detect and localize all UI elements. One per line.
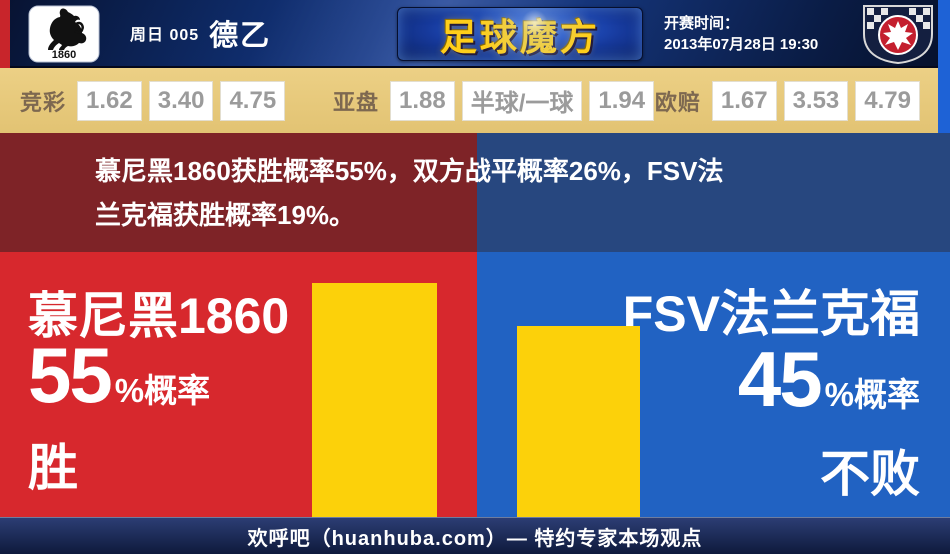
brand-name: 足球魔方 [440, 17, 600, 58]
footer-text: 欢呼吧（huanhuba.com）— 特约专家本场观点 [247, 527, 703, 550]
kickoff-time: 开赛时间： 2013年07月28日 19:30 [664, 13, 818, 55]
away-percent-value: 45 [737, 335, 823, 423]
summary-line-1: 慕尼黑1860获胜概率55%，双方战平概率26%，FSV法 [95, 156, 724, 186]
yapan-handicap: 半球/一球 [461, 80, 583, 121]
kickoff-label: 开赛时间： [664, 15, 740, 32]
lion-crest-icon: 1860 [28, 5, 100, 63]
home-percent-value: 55 [28, 331, 113, 419]
home-percent-suffix: %概率 [114, 372, 211, 409]
probability-panels: 慕尼黑1860 55 %概率 胜 FSV法兰克福 45 %概率 不败 [0, 252, 950, 517]
odds-strip: 竞彩 1.62 3.40 4.75 亚盘 1.88 半球/一球 1.94 欧赔 … [0, 68, 950, 133]
jingcai-odds-group: 竞彩 1.62 3.40 4.75 [20, 68, 286, 133]
kickoff-datetime: 2013年07月28日 19:30 [664, 36, 819, 53]
jingcai-away-odds: 4.75 [220, 80, 286, 121]
away-team-name: FSV法兰克福 [622, 286, 920, 342]
league-name: 德乙 [209, 20, 272, 52]
yapan-home-odds: 1.88 [390, 80, 455, 121]
yapan-odds-group: 亚盘 1.88 半球/一球 1.94 [333, 68, 655, 133]
oupei-label: 欧赔 [654, 89, 701, 115]
match-header: 周日 005 德乙 足球魔方 开赛时间： 2013年07月28日 19:30 [0, 0, 950, 68]
oupei-odds-group: 欧赔 1.67 3.53 4.79 [655, 68, 920, 133]
away-probability-panel: FSV法兰克福 45 %概率 不败 [477, 252, 950, 517]
match-day-number: 周日 005 [130, 27, 200, 44]
yapan-label: 亚盘 [333, 89, 380, 115]
away-outcome-label: 不败 [820, 446, 920, 502]
home-probability-panel: 慕尼黑1860 55 %概率 胜 [0, 252, 477, 517]
eagle-crest-icon [863, 5, 933, 65]
away-percent-suffix: %概率 [824, 376, 920, 413]
home-team-logo: 1860 [28, 5, 100, 63]
brand-logo: 足球魔方 [397, 7, 643, 61]
oupei-home-odds: 1.67 [711, 80, 777, 121]
banner-navy-half [477, 133, 950, 252]
match-info: 周日 005 德乙 [130, 0, 271, 66]
away-probability-bar [517, 325, 640, 517]
left-edge-stripe [0, 0, 10, 68]
jingcai-draw-odds: 3.40 [148, 80, 214, 121]
yapan-away-odds: 1.94 [589, 80, 655, 121]
home-probability-bar [312, 283, 437, 517]
home-team-name: 慕尼黑1860 [28, 288, 290, 344]
site-footer: 欢呼吧（huanhuba.com）— 特约专家本场观点 [0, 517, 950, 554]
jingcai-home-odds: 1.62 [77, 80, 142, 121]
away-team-logo [860, 4, 936, 65]
oupei-draw-odds: 3.53 [783, 80, 849, 121]
prediction-summary-text: 慕尼黑1860获胜概率55%，双方战平概率26%，FSV法 兰克福获胜概率19%… [95, 149, 723, 237]
prediction-summary-banner: 慕尼黑1860获胜概率55%，双方战平概率26%，FSV法 兰克福获胜概率19%… [0, 133, 950, 252]
jingcai-label: 竞彩 [20, 89, 67, 115]
home-logo-year: 1860 [52, 49, 76, 61]
oupei-away-odds: 4.79 [855, 80, 920, 121]
banner-maroon-half [0, 133, 477, 252]
away-percent-row: 45 %概率 [738, 340, 920, 418]
summary-line-2: 兰克福获胜概率19%。 [95, 200, 356, 230]
home-percent-row: 55 %概率 [28, 336, 210, 414]
home-outcome-label: 胜 [28, 440, 78, 496]
right-edge-stripe [938, 0, 950, 133]
